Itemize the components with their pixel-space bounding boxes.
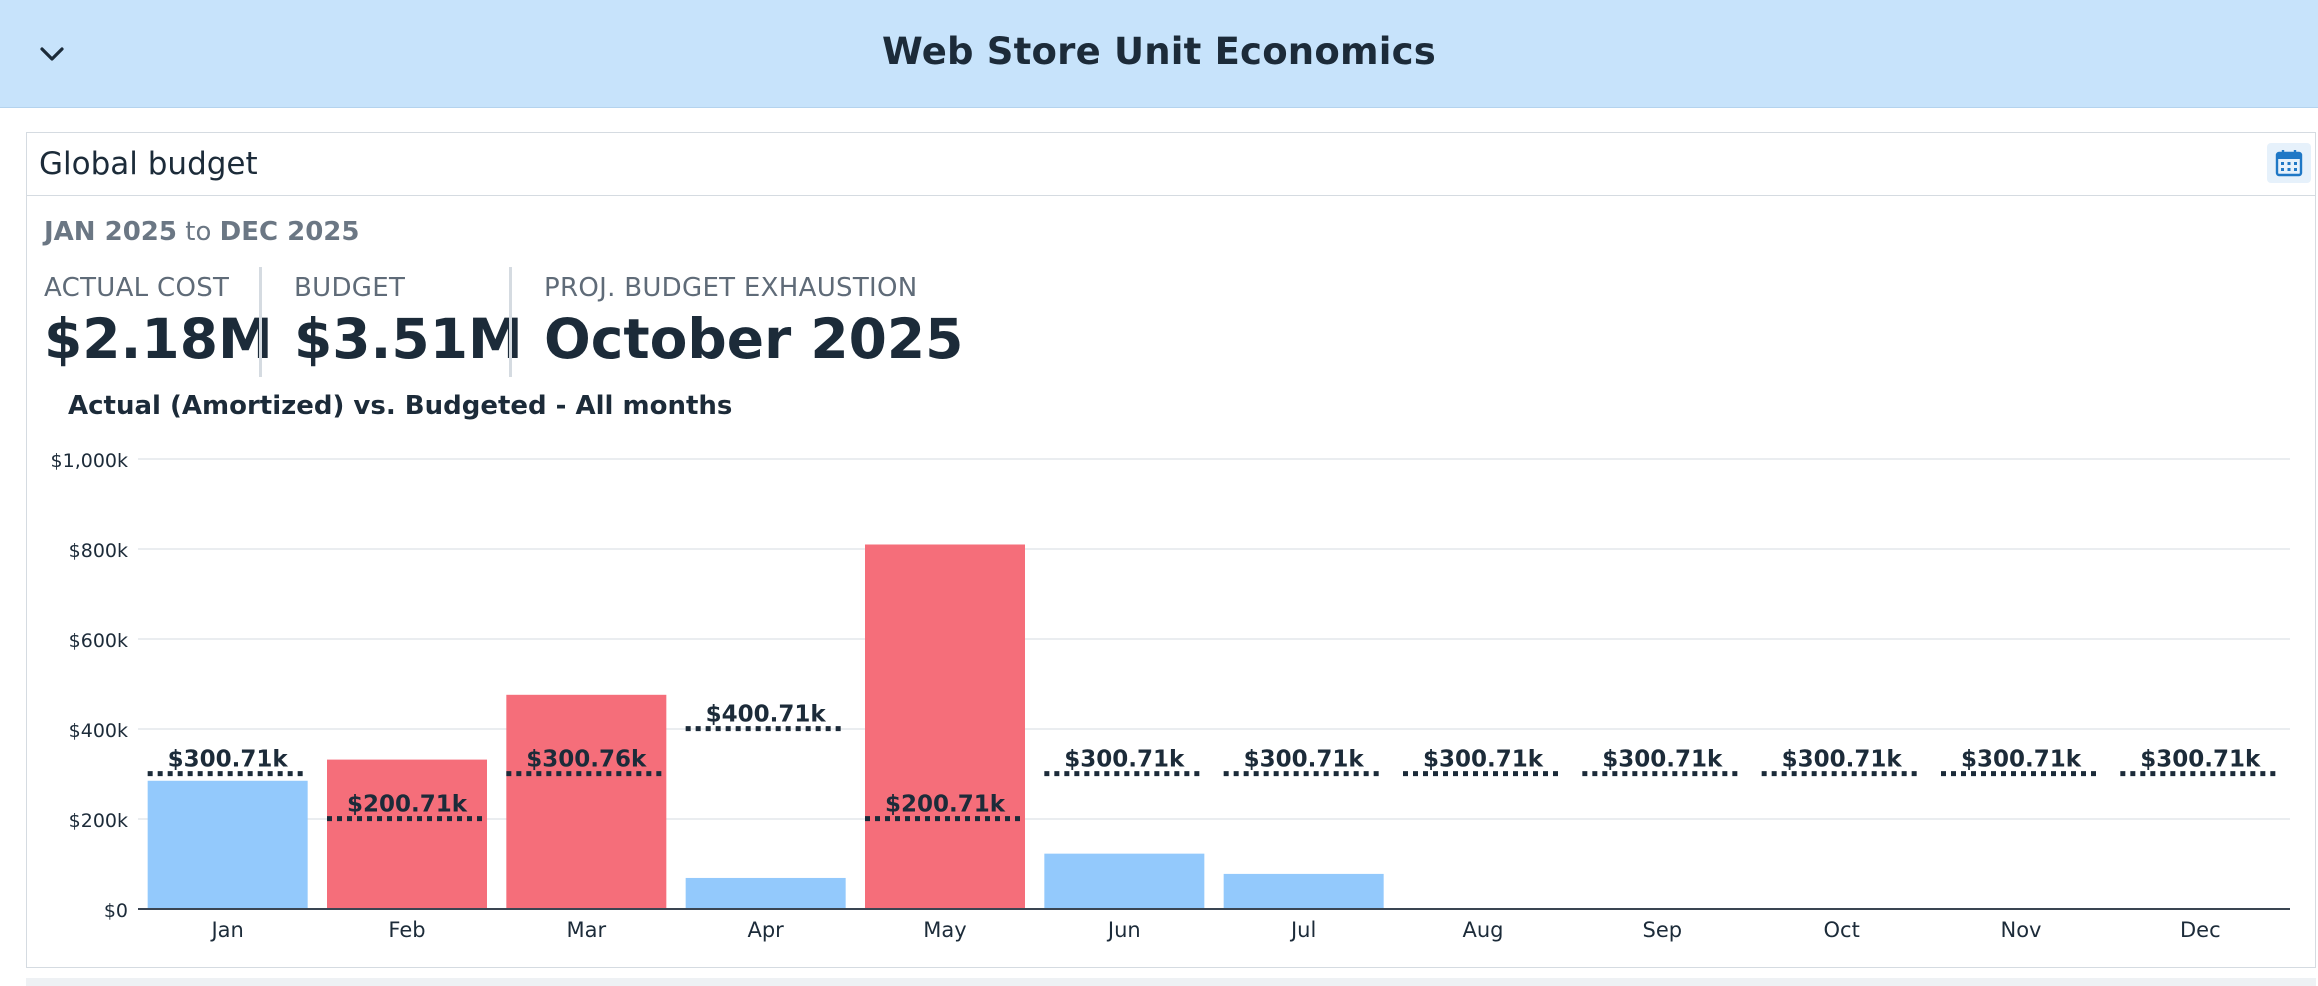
budget-label: $300.71k — [1602, 747, 1723, 773]
chart-title: Actual (Amortized) vs. Budgeted - All mo… — [68, 391, 733, 421]
kpi-value: October 2025 — [544, 307, 964, 371]
date-range-button[interactable] — [2267, 143, 2311, 183]
date-range-text: JAN 2025 to DEC 2025 — [44, 217, 359, 247]
kpi-label: PROJ. BUDGET EXHAUSTION — [544, 273, 918, 303]
actual-bar — [685, 877, 846, 909]
x-tick-label: Jun — [1106, 918, 1141, 942]
budget-label: $300.71k — [1782, 747, 1903, 773]
range-end: DEC 2025 — [219, 217, 360, 247]
budget-label: $200.71k — [885, 792, 1006, 818]
x-tick-label: Sep — [1643, 918, 1683, 942]
x-tick-label: Feb — [388, 918, 425, 942]
x-tick-label: Jul — [1289, 918, 1316, 942]
y-tick-label: $800k — [69, 540, 128, 562]
x-tick-label: Aug — [1462, 918, 1503, 942]
dashboard-title: Web Store Unit Economics — [882, 30, 1436, 73]
kpi-value: $2.18M — [44, 307, 273, 371]
kpi-label: BUDGET — [294, 273, 406, 303]
actual-bar — [1044, 853, 1205, 909]
kpi-budget-exhaustion: PROJ. BUDGET EXHAUSTION October 2025 — [544, 273, 963, 371]
card-header: Global budget — [27, 133, 2315, 196]
x-tick-label: May — [923, 918, 966, 942]
x-tick-label: Oct — [1824, 918, 1860, 942]
range-start: JAN 2025 — [44, 217, 177, 247]
actual-bar — [327, 759, 487, 909]
x-tick-label: Mar — [567, 918, 607, 942]
x-tick-label: Jan — [209, 918, 243, 942]
actual-bar — [865, 544, 1025, 909]
dashboard-header: Web Store Unit Economics — [0, 0, 2318, 108]
y-tick-label: $0 — [104, 900, 128, 922]
card-title: Global budget — [39, 146, 258, 182]
actual-bar — [506, 694, 667, 909]
kpi-label: ACTUAL COST — [44, 273, 230, 303]
budget-label: $200.71k — [347, 792, 468, 818]
x-tick-label: Nov — [2001, 918, 2042, 942]
calendar-icon — [2275, 150, 2303, 177]
y-tick-label: $200k — [69, 810, 128, 832]
budget-label: $300.71k — [1244, 747, 1365, 773]
budget-label: $300.71k — [168, 747, 289, 773]
chevron-down-icon[interactable] — [36, 38, 68, 70]
budget-label: $300.71k — [1961, 747, 2082, 773]
kpi-divider — [259, 267, 262, 377]
kpi-value: $3.51M — [294, 307, 523, 371]
actual-bar — [1223, 873, 1384, 909]
kpi-budget: BUDGET $3.51M — [294, 273, 523, 371]
budget-label: $300.76k — [526, 747, 647, 773]
kpi-actual-cost: ACTUAL COST $2.18M — [44, 273, 273, 371]
budget-label: $300.71k — [2140, 747, 2261, 773]
x-tick-label: Apr — [747, 918, 784, 942]
budget-label: $300.71k — [1064, 747, 1185, 773]
x-tick-label: Dec — [2180, 918, 2221, 942]
actual-bar — [147, 780, 308, 909]
y-tick-label: $400k — [69, 720, 128, 742]
budget-label: $300.71k — [1423, 747, 1544, 773]
kpi-divider — [509, 267, 512, 377]
y-tick-label: $600k — [69, 630, 128, 652]
range-separator: to — [185, 217, 212, 247]
y-tick-label: $1,000k — [51, 450, 128, 472]
bottom-strip — [26, 978, 2316, 986]
budget-label: $400.71k — [706, 702, 827, 728]
